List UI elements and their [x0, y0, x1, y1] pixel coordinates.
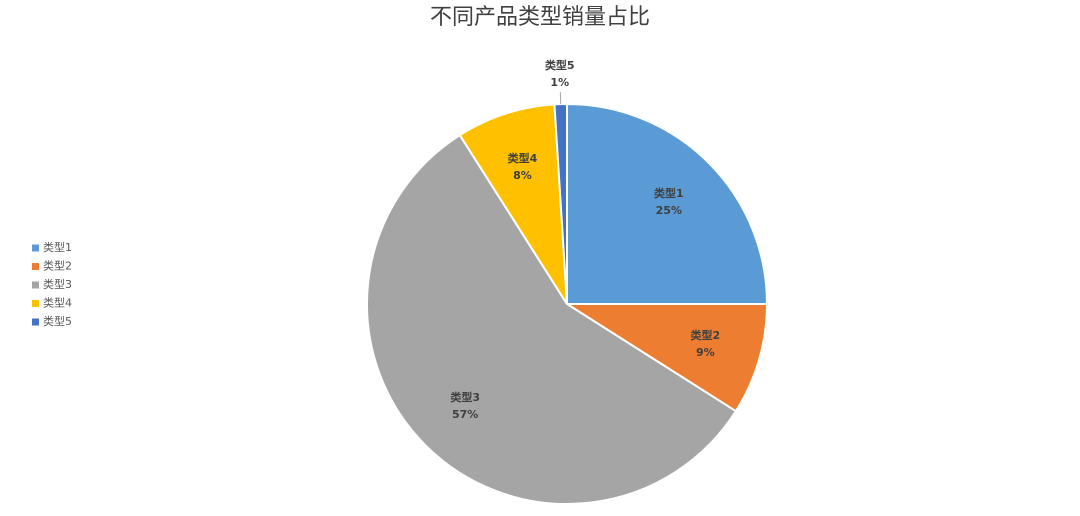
legend-label: 类型5: [43, 314, 72, 328]
legend-swatch: [32, 300, 39, 307]
data-label-name: 类型1: [654, 186, 684, 200]
data-label-name: 类型4: [508, 151, 538, 165]
legend-swatch: [32, 244, 39, 252]
data-label-value: 9%: [696, 346, 715, 359]
legend-label: 类型2: [43, 259, 72, 273]
legend-swatch: [32, 263, 39, 270]
data-label-name: 类型5: [545, 58, 575, 72]
data-label-value: 57%: [452, 408, 478, 421]
data-label-value: 8%: [513, 169, 532, 182]
pie-slice: [553, 102, 568, 305]
legend-swatch: [32, 318, 39, 326]
data-label-name: 类型3: [450, 390, 480, 404]
legend-label: 类型1: [43, 240, 72, 254]
data-label-name: 类型2: [690, 328, 720, 342]
pie-slice: [366, 133, 738, 505]
data-label-value: 25%: [656, 204, 682, 217]
pie-slice: [566, 102, 769, 305]
legend-label: 类型3: [43, 277, 72, 291]
chart-title: 不同产品类型销量占比: [430, 5, 650, 30]
legend-swatch: [32, 281, 39, 289]
legend-label: 类型4: [43, 296, 72, 310]
pie-slice: [458, 103, 568, 305]
pie-slice: [563, 303, 769, 413]
data-label-value: 1%: [550, 76, 569, 89]
